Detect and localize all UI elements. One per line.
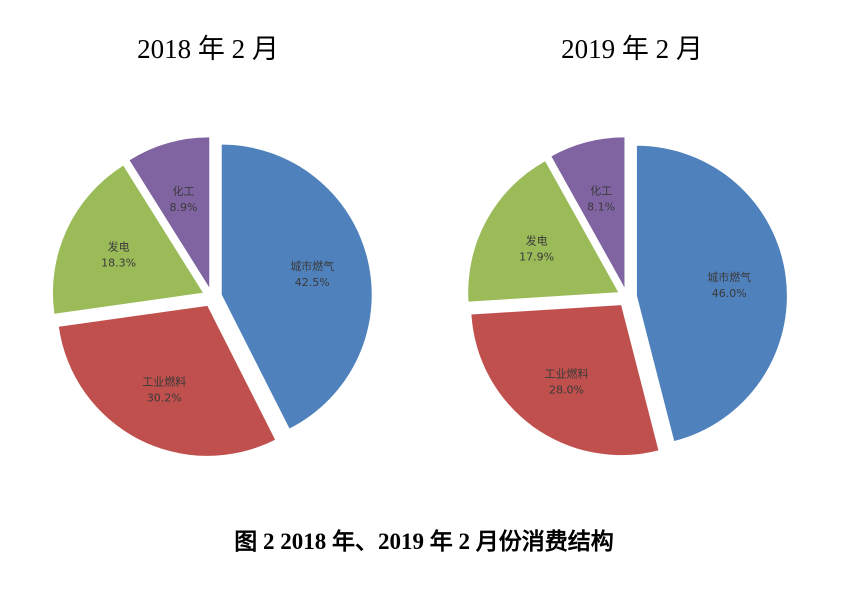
slice-name-label-industrial-fuel: 工业燃料 [142,374,186,388]
pie-slice-city-gas [636,145,787,442]
slice-name-label-chemical: 化工 [590,183,612,197]
slice-name-label-chemical: 化工 [173,184,195,198]
slice-value-label-industrial-fuel: 30.2% [147,391,182,404]
slice-value-label-city-gas: 46.0% [712,287,747,300]
slice-name-label-city-gas: 城市燃气 [290,259,334,273]
slice-value-label-chemical: 8.9% [170,201,198,214]
figure-caption: 图 2 2018 年、2019 年 2 月份消费结构 [234,528,614,554]
slice-value-label-city-gas: 42.5% [295,276,330,289]
pie-slice-industrial-fuel [58,305,276,456]
slice-name-label-city-gas: 城市燃气 [707,270,751,284]
slice-value-label-chemical: 8.1% [587,200,615,213]
pie-chart-2019: 城市燃气 46.0% 工业燃料 28.0% 发电 17.9% 化工 8.1% [468,137,787,456]
slice-value-label-power: 18.3% [101,257,136,270]
pie-slice-power [52,165,203,314]
slice-name-label-power: 发电 [526,234,548,248]
pie-slice-industrial-fuel [471,305,659,456]
chart-title-2018: 2018 年 2 月 [137,34,279,64]
pie-slice-power [468,161,619,302]
slice-value-label-industrial-fuel: 28.0% [549,383,584,396]
slice-name-label-power: 发电 [108,240,130,254]
pie-slice-chemical [551,137,625,288]
pie-slice-city-gas [221,144,372,429]
pie-slice-chemical [129,137,210,288]
pie-chart-2018: 城市燃气 42.5% 工业燃料 30.2% 发电 18.3% 化工 8.9% [52,137,372,456]
slice-value-label-power: 17.9% [519,251,554,264]
chart-title-2019: 2019 年 2 月 [561,34,703,64]
slice-name-label-industrial-fuel: 工业燃料 [545,366,589,380]
